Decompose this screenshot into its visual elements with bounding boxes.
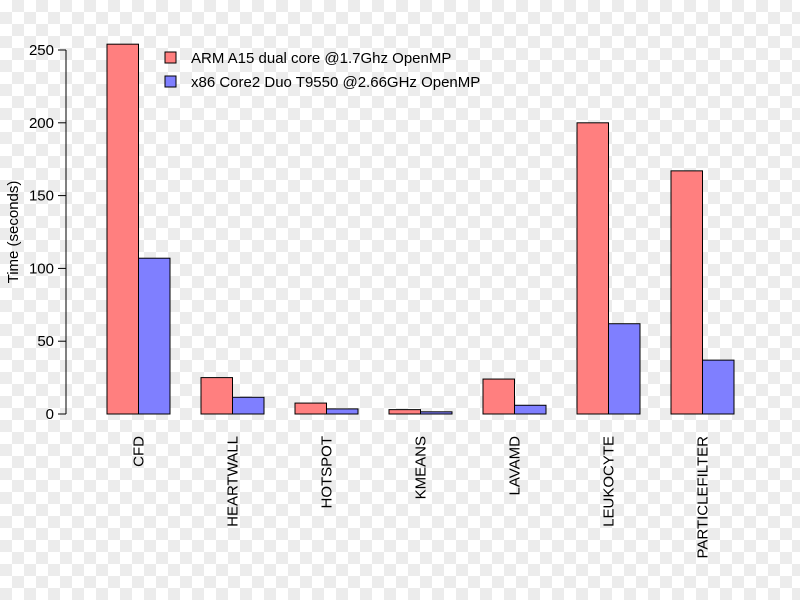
legend-swatch bbox=[164, 51, 177, 64]
legend: ARM A15 dual core @1.7Ghz OpenMP x86 Core… bbox=[164, 50, 480, 91]
bar-arm-heartwall bbox=[200, 377, 233, 415]
bar-x86-cfd bbox=[138, 257, 171, 415]
y-tick-label: 50 bbox=[37, 333, 54, 350]
bar-arm-cfd bbox=[106, 43, 139, 415]
bar-arm-leukocyte bbox=[576, 122, 609, 415]
bar-x86-particlefilter bbox=[702, 359, 735, 415]
x-tick-label: LAVAMD bbox=[507, 436, 524, 496]
bar-x86-heartwall bbox=[232, 396, 265, 415]
x-tick-label: LEUKOCYTE bbox=[601, 436, 618, 527]
x-tick-label: PARTICLEFILTER bbox=[695, 436, 712, 559]
bar-x86-lavamd bbox=[514, 404, 547, 415]
x-tick-label: HOTSPOT bbox=[319, 436, 336, 509]
x-axis-labels: CFD HEARTWALL HOTSPOT KMEANS LAVAMD LEUKOCYTE… bbox=[131, 436, 712, 559]
bar-x86-hotspot bbox=[326, 408, 359, 415]
bar-arm-hotspot bbox=[294, 402, 327, 415]
legend-label: ARM A15 dual core @1.7Ghz OpenMP bbox=[191, 50, 451, 67]
legend-swatch bbox=[164, 75, 177, 88]
y-axis: 0 50 100 150 200 250 bbox=[29, 42, 67, 423]
y-axis-label: Time (seconds) bbox=[5, 181, 22, 284]
y-tick-label: 250 bbox=[29, 42, 54, 59]
bar-arm-particlefilter bbox=[670, 170, 703, 415]
x-tick-label: HEARTWALL bbox=[225, 436, 242, 527]
y-tick-label: 100 bbox=[29, 260, 54, 277]
bar-arm-kmeans bbox=[388, 409, 421, 415]
x-tick-label: CFD bbox=[131, 436, 148, 467]
bars bbox=[106, 43, 735, 415]
y-tick-label: 200 bbox=[29, 115, 54, 132]
bar-x86-kmeans bbox=[420, 411, 453, 415]
bar-x86-leukocyte bbox=[608, 323, 641, 415]
y-tick-label: 150 bbox=[29, 188, 54, 205]
y-tick-label: 0 bbox=[46, 406, 54, 423]
bar-arm-lavamd bbox=[482, 378, 515, 415]
legend-label: x86 Core2 Duo T9550 @2.66GHz OpenMP bbox=[191, 74, 480, 91]
x-tick-label: KMEANS bbox=[413, 436, 430, 499]
